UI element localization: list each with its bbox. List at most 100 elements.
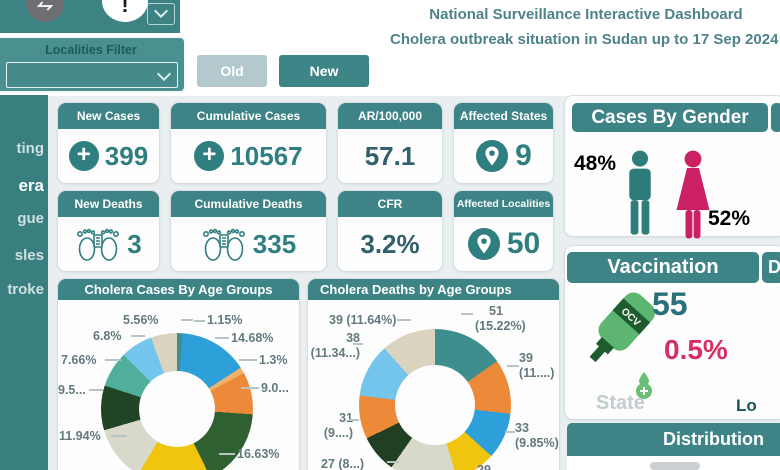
feet-tag-icon [202, 228, 245, 261]
kpi-title: CFR [338, 191, 442, 217]
leader-line [131, 335, 145, 337]
leader-line [215, 337, 229, 339]
donut-hole [139, 371, 215, 447]
localities-filter-panel: Localities Filter [0, 36, 186, 93]
leader-line [397, 319, 411, 321]
sidebar-item-measles[interactable]: sles [14, 247, 44, 264]
distribution-title: Distribution [663, 429, 764, 449]
sidebar-item-meningitis[interactable]: ting [16, 140, 45, 157]
cases-age-chart-card: Cholera Cases By Age Groups 5.56% 1.15% … [57, 278, 300, 470]
leader-line [181, 319, 193, 321]
kpi-title: Affected Localities [454, 191, 553, 217]
gender-header: Cases By Gender [572, 103, 768, 132]
leader-line [353, 343, 363, 345]
leader-line [387, 461, 399, 463]
donut-hole [395, 365, 475, 445]
kpi-card-cumulative-deaths: Cumulative Deaths 335 [170, 190, 327, 272]
slice-label: 29 [477, 463, 491, 470]
sidebar-item-heatstroke[interactable]: troke [7, 281, 44, 298]
kpi-card-new-deaths: New Deaths 3 [57, 190, 160, 272]
leader-line [461, 313, 473, 315]
slice-label: 1.15% [207, 313, 243, 327]
leader-line [219, 453, 235, 455]
plus-icon: + [68, 141, 99, 171]
slice-label: 9.0... [261, 381, 289, 395]
male-percent: 48% [574, 152, 617, 175]
chevron-down-icon [156, 66, 172, 82]
deaths-age-donut[interactable] [359, 329, 511, 470]
location-pin-icon [467, 227, 500, 261]
kpi-card-affected-states: Affected States 9 [453, 102, 554, 184]
localities-filter-dropdown[interactable] [6, 62, 178, 88]
kpi-value: 50 [506, 227, 541, 260]
slice-label: 5.56% [123, 313, 159, 327]
old-button[interactable]: Old [197, 55, 267, 87]
kpi-card-cumulative-cases: Cumulative Cases + 10567 [170, 102, 327, 184]
slice-label: 1.3% [259, 353, 288, 367]
slice-label: 16.63% [237, 447, 280, 461]
leader-line [239, 359, 257, 361]
slice-label: 14.68% [231, 331, 274, 345]
kpi-title: New Cases [58, 103, 159, 129]
sidebar-item-dengue[interactable]: gue [17, 210, 44, 227]
leader-line [507, 365, 519, 367]
kpi-title: AR/100,000 [338, 103, 442, 129]
kpi-card-new-cases: New Cases + 399 [57, 102, 160, 184]
leader-line [194, 320, 205, 322]
distribution-header-band: Distribution [567, 423, 780, 456]
kpi-title: New Deaths [58, 191, 159, 217]
deaths-age-chart-title: Cholera Deaths by Age Groups [308, 279, 559, 300]
male-icon [629, 150, 651, 235]
chevron-down-icon [153, 3, 169, 19]
leader-line [89, 389, 103, 391]
kpi-value: 399 [104, 140, 149, 171]
leader-line [105, 359, 121, 361]
new-button[interactable]: New [279, 55, 369, 87]
vaccination-header: Vaccination [567, 252, 759, 283]
topleft-dropdown[interactable] [147, 3, 175, 25]
sidebar-item-cholera[interactable]: era [18, 176, 44, 195]
slicer-icon: ⥊ [26, 0, 64, 22]
vaccine-bottle-icon: OCV [589, 292, 655, 399]
leader-line [111, 435, 127, 437]
slice-label: 38 (11.34...) [310, 331, 360, 360]
page-subtitle: Cholera outbreak situation in Sudan up t… [390, 31, 779, 48]
kpi-value: 335 [252, 228, 297, 259]
female-icon [676, 150, 710, 239]
marker-icon: ! [102, 0, 148, 22]
kpi-value: 9 [515, 139, 532, 172]
kpi-value: 3.2% [360, 228, 420, 259]
slice-label: 33 (9.85%) [515, 421, 559, 450]
slice-label: 39 (11....) [519, 351, 555, 380]
vaccination-count: 55 [652, 286, 688, 322]
kpi-card-attack-rate: AR/100,000 57.1 [337, 102, 443, 184]
cases-age-donut[interactable] [101, 333, 253, 470]
kpi-value: 10567 [230, 140, 303, 171]
location-pin-icon [476, 139, 509, 173]
leader-line [349, 419, 359, 421]
pin-glyph: ⥊ [37, 0, 53, 16]
localities-toggle-fragment[interactable]: Lo [736, 396, 757, 415]
page-title: National Surveillance Interactive Dashbo… [429, 6, 743, 23]
legend-pill [650, 462, 700, 470]
plus-icon: + [194, 141, 225, 171]
kpi-card-cfr: CFR 3.2% [337, 190, 443, 272]
slice-label: 39 (11.64%) [329, 313, 397, 327]
slice-label: 6.8% [93, 329, 122, 343]
kpi-title: Cumulative Cases [171, 103, 326, 129]
slice-label: 7.66% [61, 353, 97, 367]
exclamation-glyph: ! [121, 0, 129, 17]
slice-label: 51 (15.22%) [475, 304, 526, 333]
deaths-age-chart-card: Cholera Deaths by Age Groups 39 (11.64%)… [307, 278, 560, 470]
slice-label: 9.5... [58, 383, 86, 397]
slice-label: 11.94% [59, 429, 101, 443]
female-percent: 52% [708, 207, 751, 230]
kpi-title: Affected States [454, 103, 553, 129]
cases-age-chart-title: Cholera Cases By Age Groups [58, 279, 299, 300]
state-toggle-label[interactable]: State [596, 392, 645, 414]
localities-filter-label: Localities Filter [45, 43, 137, 57]
slice-label: 31 (9....) [323, 411, 353, 440]
slice-label: 27 (8...) [321, 457, 365, 470]
kpi-value: 57.1 [364, 140, 416, 171]
sidebar: ting era gue sles troke [0, 95, 48, 470]
